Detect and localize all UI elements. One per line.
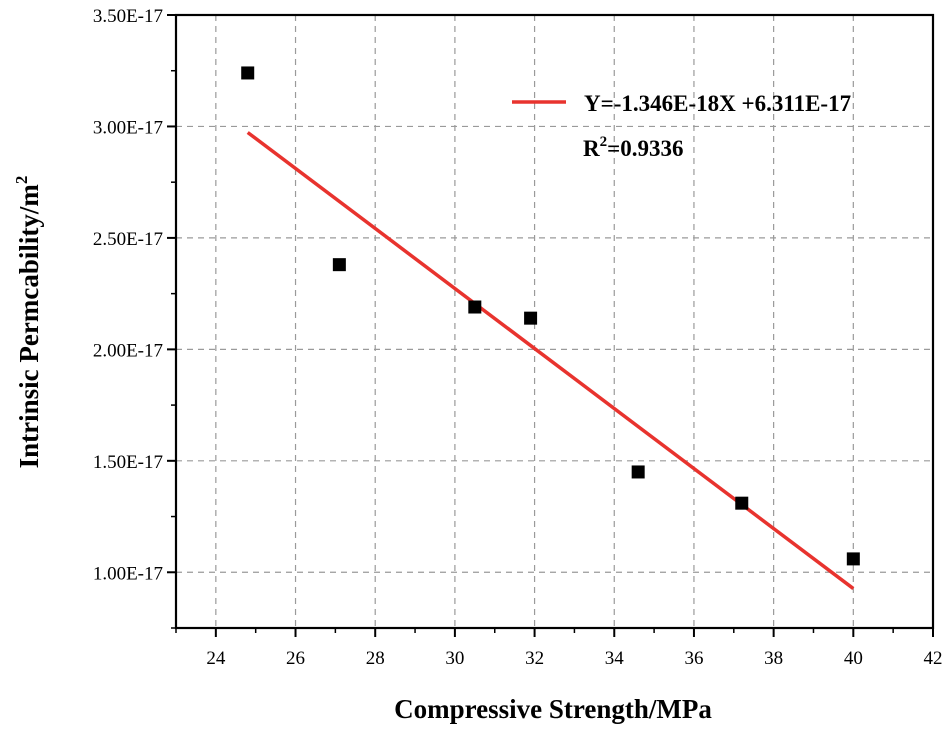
grid-lines <box>176 15 933 628</box>
y-axis-title: Intrinsic Permcability/m2 <box>12 176 44 469</box>
plot-frame <box>174 13 935 630</box>
fit-line <box>246 131 855 590</box>
x-tick-label: 34 <box>605 648 625 669</box>
x-tick-label: 38 <box>764 648 783 669</box>
x-tick-label: 40 <box>844 648 863 669</box>
y-tick-label: 3.50E-17 <box>93 6 163 27</box>
x-tick-label: 28 <box>366 648 385 669</box>
x-tick-label: 32 <box>525 648 544 669</box>
x-tick-label: 42 <box>924 648 943 669</box>
x-tick-label: 30 <box>445 648 464 669</box>
data-point <box>631 465 645 479</box>
axis-ticks <box>167 14 934 637</box>
data-point <box>524 311 538 325</box>
data-point <box>332 258 346 272</box>
legend-fit-equation: Y=-1.346E-18X +6.311E-17 <box>584 91 851 116</box>
y-tick-label: 2.00E-17 <box>93 340 163 361</box>
legend-r-squared: R2=0.9336 <box>583 134 683 161</box>
data-point <box>735 496 749 510</box>
y-tick-label: 1.00E-17 <box>93 563 163 584</box>
y-tick-label: 3.00E-17 <box>93 117 163 138</box>
x-tick-label: 24 <box>206 648 226 669</box>
data-point <box>241 66 255 80</box>
y-tick-label: 2.50E-17 <box>93 229 163 250</box>
y-tick-label: 1.50E-17 <box>93 452 163 473</box>
data-points <box>241 66 860 566</box>
x-tick-label: 36 <box>684 648 703 669</box>
x-tick-labels: 24 26 28 30 32 34 36 38 40 42 <box>206 648 942 669</box>
legend: Y=-1.346E-18X +6.311E-17 R2=0.9336 <box>512 91 851 161</box>
y-tick-labels: 1.00E-17 1.50E-17 2.00E-17 2.50E-17 3.00E-17… <box>93 6 163 584</box>
data-point <box>468 300 482 314</box>
x-axis-title: Compressive Strength/MPa <box>394 694 712 724</box>
x-tick-label: 26 <box>286 648 305 669</box>
data-point <box>846 552 860 566</box>
